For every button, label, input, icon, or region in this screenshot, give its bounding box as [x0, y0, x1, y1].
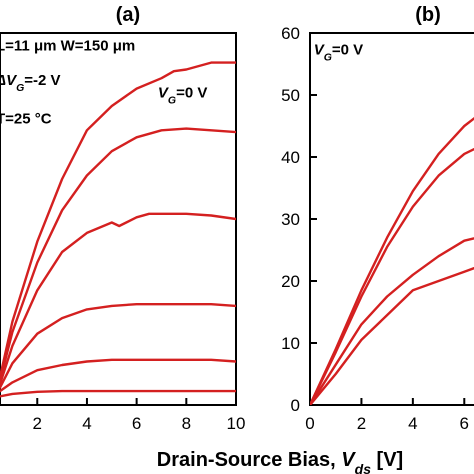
annotation-1: VG=0 V: [314, 42, 363, 64]
x-axis-label: Drain-Source Bias, Vds [V]: [157, 449, 403, 474]
panel-a-curves: [0, 61, 236, 398]
panel-b-curves: [310, 117, 474, 405]
annotation-1: L=11 μm W=150 μm: [0, 37, 135, 54]
panel-b-label: (b): [415, 4, 441, 26]
y-tick-label: 20: [281, 272, 300, 291]
x-tick-label: 6: [132, 414, 141, 433]
y-tick-label: 30: [281, 210, 300, 229]
series-line-3: [0, 212, 236, 386]
y-tick-label: 50: [281, 86, 300, 105]
x-tick-label: 4: [82, 414, 91, 433]
x-tick-label: 2: [33, 414, 42, 433]
x-tick-label: 0: [305, 414, 314, 433]
x-tick-label: 8: [182, 414, 191, 433]
y-tick-label: 0: [291, 396, 300, 415]
panel-a-label: (a): [116, 4, 140, 26]
x-tick-label: 2: [357, 414, 366, 433]
series-line-5: [0, 358, 236, 393]
series-line-6: [0, 389, 236, 398]
series-line-3: [310, 237, 474, 405]
y-tick-label: 10: [281, 334, 300, 353]
panel-a: (a) 2 4 6 8 10 L=11 μm W=150 μm ΔVG=-2 V T=25 …: [0, 4, 245, 433]
series-line-2: [0, 127, 236, 382]
x-tick-label: 4: [408, 414, 417, 433]
y-tick-label: 60: [281, 24, 300, 43]
y-tick-label: 40: [281, 148, 300, 167]
series-line-4: [310, 266, 474, 405]
annotation-3: T=25 °C: [0, 110, 52, 127]
panel-a-annotations: L=11 μm W=150 μm ΔVG=-2 V T=25 °C VG=0 V: [0, 37, 207, 127]
panel-a-x-ticks: 2 4 6 8 10: [33, 398, 246, 433]
panel-b-annotations: VG=0 V: [314, 42, 363, 64]
series-line-2: [310, 147, 474, 405]
curve-label: VG=0 V: [158, 84, 207, 106]
x-tick-label: 10: [227, 414, 246, 433]
annotation-2: ΔVG=-2 V: [0, 72, 61, 94]
series-line-1: [0, 61, 236, 379]
x-tick-label: 6: [460, 414, 469, 433]
series-line-4: [0, 303, 236, 389]
series-line-1: [310, 117, 474, 405]
